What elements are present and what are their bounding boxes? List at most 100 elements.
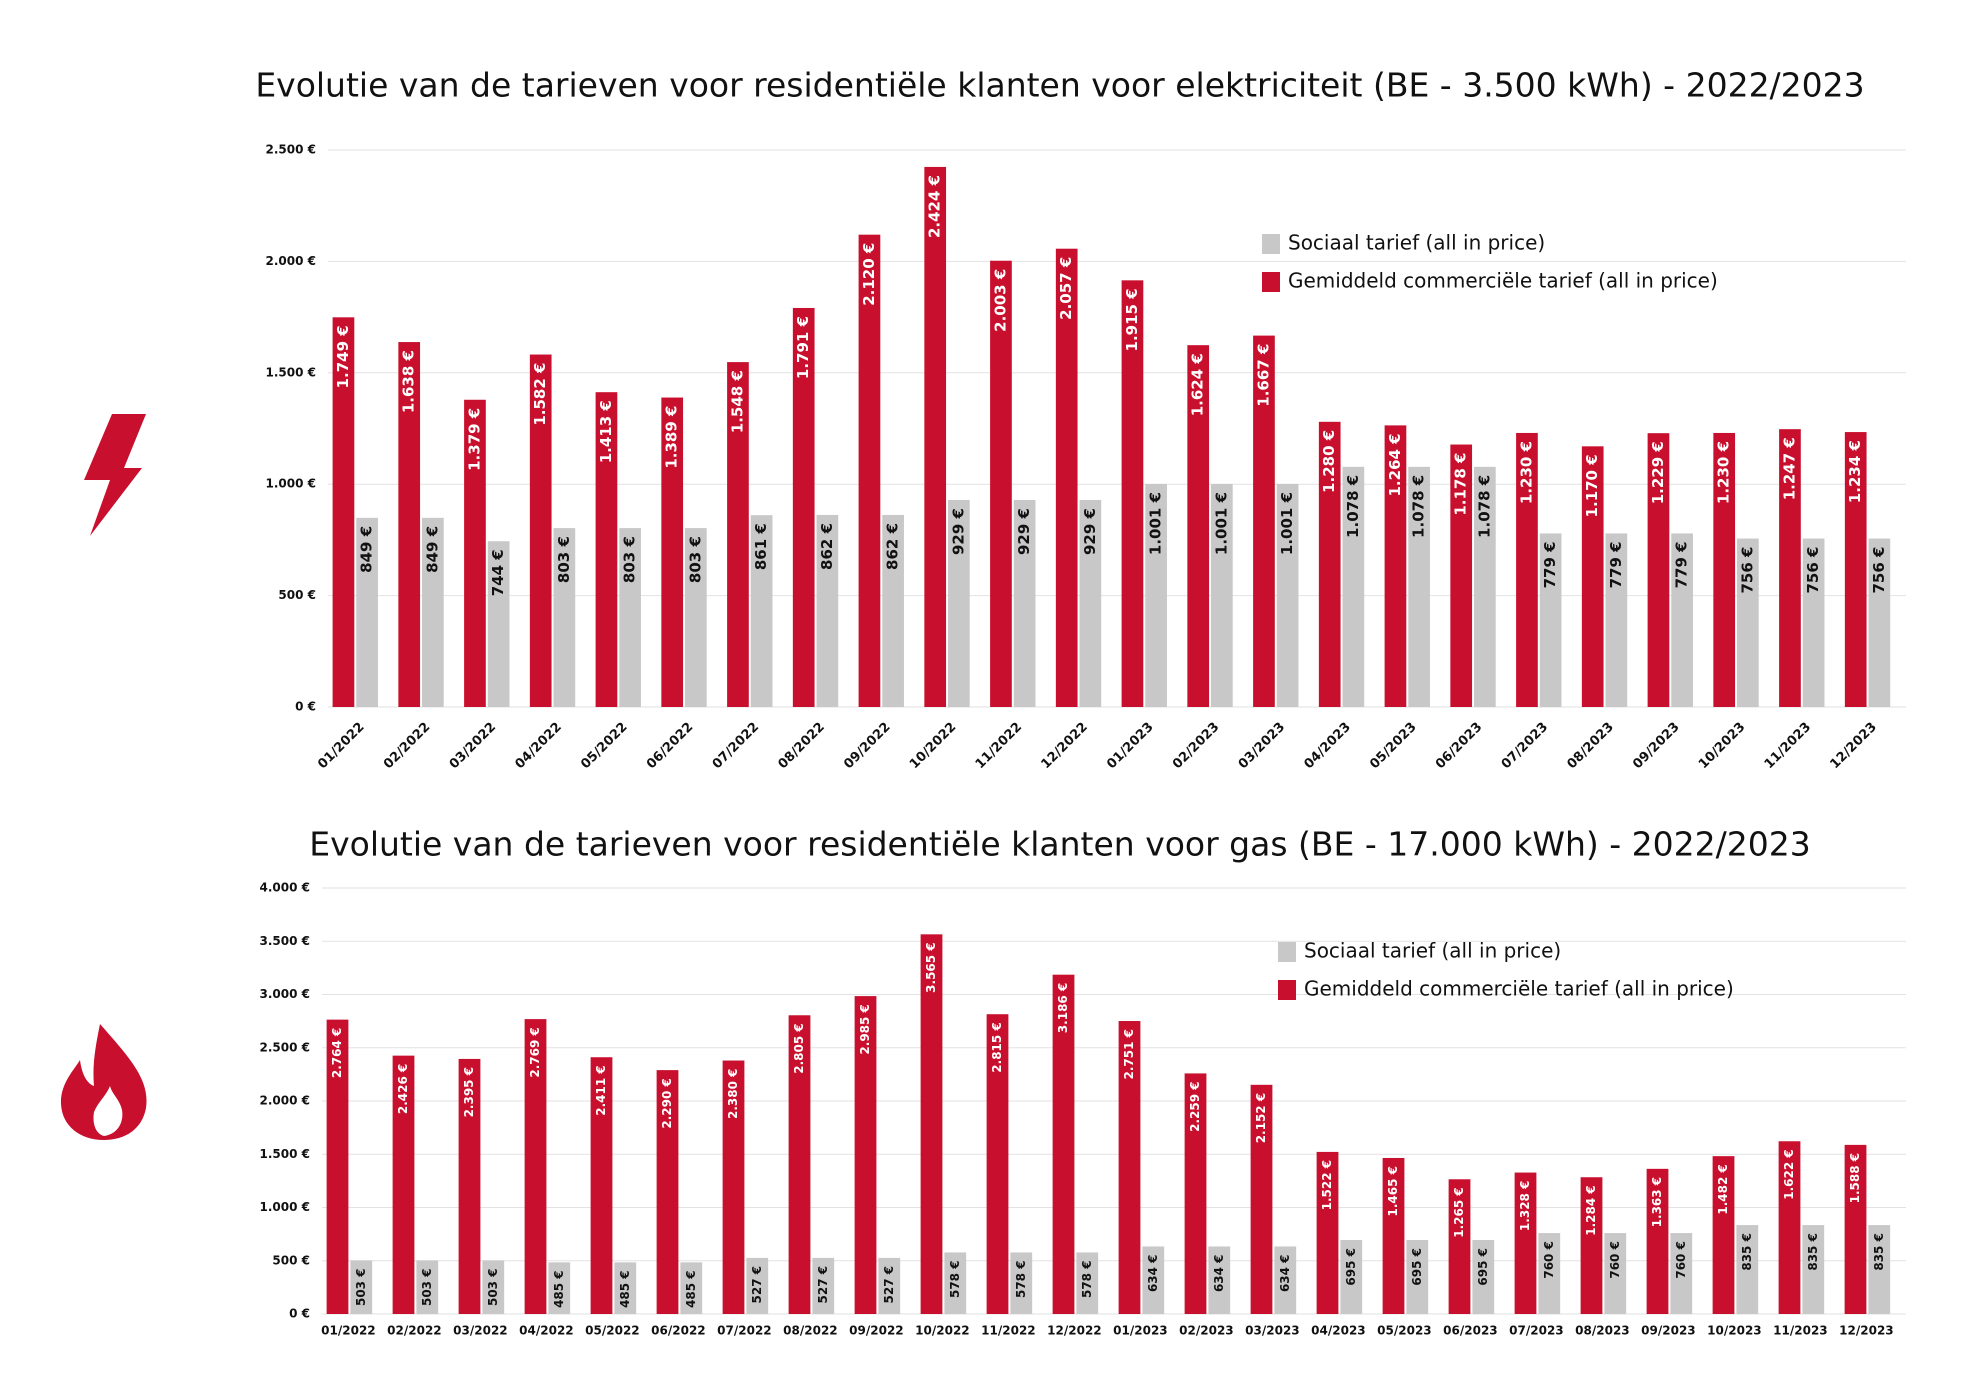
y-tick-label: 1.500 € [260,1147,310,1161]
value-label: 527 € [750,1266,764,1304]
x-tick-label: 08/2023 [1575,1324,1629,1338]
bar [619,528,641,707]
bar [1868,1225,1891,1314]
bar [1184,1073,1207,1314]
legend-swatch [1262,272,1280,292]
x-tick-label: 06/2022 [651,1324,705,1338]
bar [656,1070,679,1314]
value-label: 2.003 € [991,269,1009,332]
x-tick-label: 10/2023 [1707,1324,1761,1338]
x-tick-label: 11/2023 [1762,720,1814,772]
value-label: 634 € [1212,1254,1226,1292]
x-tick-label: 04/2022 [513,720,565,772]
value-label: 803 € [555,536,573,583]
bar [1118,1021,1141,1314]
bar [1671,533,1693,707]
bar [1145,483,1167,707]
value-label: 779 € [1673,541,1691,588]
value-label: 695 € [1410,1248,1424,1286]
bar [1076,1252,1099,1314]
value-label: 1.667 € [1254,344,1272,407]
value-label: 862 € [884,523,902,570]
bar [1274,1246,1297,1314]
bar [464,399,486,707]
bar [858,234,881,707]
x-tick-label: 03/2023 [1245,1324,1299,1338]
bar [944,1252,967,1314]
bar [1079,500,1102,707]
x-tick-label: 08/2023 [1565,720,1617,772]
gas-icon [60,1024,147,1140]
x-tick-label: 03/2022 [453,1324,507,1338]
x-tick-label: 10/2023 [1696,720,1748,772]
chart-title: Evolutie van de tarieven voor residentië… [309,825,1810,864]
value-label: 1.001 € [1147,492,1165,555]
bar [1013,500,1036,707]
x-tick-label: 12/2022 [1039,720,1091,772]
value-label: 527 € [816,1266,830,1304]
value-label: 1.413 € [597,400,615,463]
bar [458,1058,481,1314]
value-label: 756 € [1804,547,1822,594]
x-tick-label: 03/2023 [1236,720,1288,772]
bar [1408,466,1430,707]
value-label: 1.548 € [728,370,746,433]
x-tick-label: 07/2023 [1509,1324,1563,1338]
x-tick-label: 06/2023 [1443,1324,1497,1338]
bar [1844,1144,1867,1314]
value-label: 2.764 € [330,1028,344,1078]
bar [1538,1233,1561,1314]
value-label: 1.078 € [1410,475,1428,538]
legend-label: Gemiddeld commerciële tarief (all in pri… [1304,977,1734,1001]
electricity-icon [84,414,146,536]
legend-swatch [1262,234,1280,254]
bar [924,166,947,707]
value-label: 1.234 € [1846,440,1864,503]
x-tick-label: 11/2022 [973,720,1025,772]
bar [722,1060,745,1314]
value-label: 1.264 € [1386,433,1404,496]
value-label: 1.379 € [465,408,483,471]
value-label: 1.389 € [663,406,681,469]
bar [1406,1239,1429,1314]
value-label: 760 € [1542,1241,1556,1279]
bar [948,500,970,707]
y-tick-label: 0 € [295,700,316,714]
legend-label: Sociaal tarief (all in price) [1304,939,1561,963]
bar [1516,432,1538,707]
value-label: 2.411 € [594,1065,608,1115]
bar [1448,1179,1471,1314]
y-tick-label: 1.000 € [266,477,316,491]
value-label: 861 € [752,523,770,570]
value-label: 695 € [1476,1248,1490,1286]
bar [1539,533,1562,707]
value-label: 578 € [948,1260,962,1298]
bar [1802,1225,1825,1314]
bar [1604,1233,1627,1314]
value-label: 2.815 € [990,1022,1004,1072]
bar [529,354,552,707]
value-label: 2.769 € [528,1027,542,1077]
y-tick-label: 3.500 € [260,934,310,948]
value-label: 578 € [1080,1260,1094,1298]
y-tick-label: 0 € [289,1307,310,1321]
x-tick-label: 01/2023 [1104,720,1156,772]
bar [1844,432,1867,707]
y-tick-label: 2.000 € [260,1094,310,1108]
value-label: 744 € [489,549,507,596]
x-tick-label: 12/2023 [1828,720,1880,772]
bar [1010,1252,1033,1314]
value-label: 835 € [1806,1233,1820,1271]
value-label: 503 € [354,1268,368,1306]
value-label: 1.230 € [1715,441,1733,504]
value-label: 1.522 € [1320,1160,1334,1210]
bar [1713,432,1736,707]
x-tick-label: 05/2023 [1377,1324,1431,1338]
bar [595,392,618,707]
bar [422,517,444,707]
bar [1187,345,1210,707]
x-tick-label: 03/2022 [447,720,499,772]
x-tick-label: 01/2022 [315,720,367,772]
x-tick-label: 10/2022 [915,1324,969,1338]
